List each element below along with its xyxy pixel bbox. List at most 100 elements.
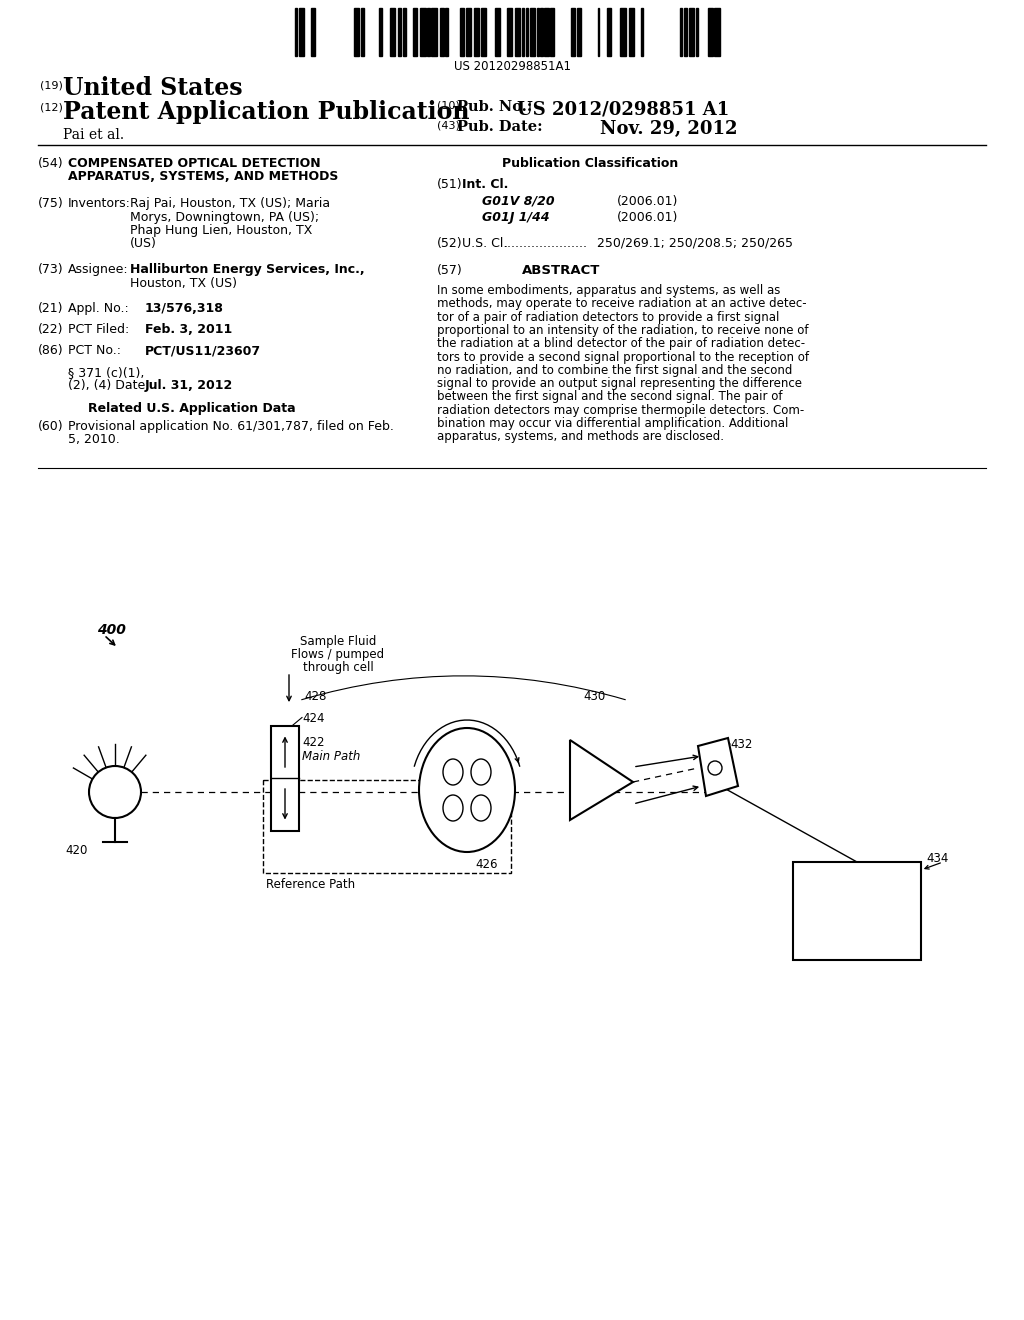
Text: proportional to an intensity of the radiation, to receive none of: proportional to an intensity of the radi… [437, 323, 809, 337]
Bar [311, 8, 314, 55]
Text: Halliburton Energy Services, Inc.,: Halliburton Energy Services, Inc., [130, 263, 365, 276]
Bar [440, 8, 443, 55]
Text: Reference Path: Reference Path [266, 878, 355, 891]
Bar [544, 8, 549, 55]
Text: (54): (54) [38, 157, 63, 170]
Text: 420: 420 [65, 843, 87, 857]
Bar [541, 8, 543, 55]
Text: Int. Cl.: Int. Cl. [462, 178, 508, 191]
Bar [607, 8, 611, 55]
Bar [431, 8, 437, 55]
Text: In some embodiments, apparatus and systems, as well as: In some embodiments, apparatus and syste… [437, 284, 780, 297]
Text: Related U.S. Application Data: Related U.S. Application Data [88, 403, 296, 414]
Text: the radiation at a blind detector of the pair of radiation detec-: the radiation at a blind detector of the… [437, 337, 805, 350]
Text: Nov. 29, 2012: Nov. 29, 2012 [600, 120, 737, 139]
Text: radiation detectors may comprise thermopile detectors. Com-: radiation detectors may comprise thermop… [437, 404, 804, 417]
Bar [354, 8, 359, 55]
Bar [402, 8, 407, 55]
Text: (57): (57) [437, 264, 463, 277]
Text: 5, 2010.: 5, 2010. [68, 433, 120, 446]
Text: (22): (22) [38, 323, 63, 337]
Text: Pub. No.:: Pub. No.: [457, 100, 532, 114]
Circle shape [708, 762, 722, 775]
Text: PCT/US11/23607: PCT/US11/23607 [145, 345, 261, 356]
Ellipse shape [443, 795, 463, 821]
Bar [263, 780, 511, 873]
Text: U.S. Cl.: U.S. Cl. [462, 238, 507, 249]
Bar [507, 8, 512, 55]
Text: Publication Classification: Publication Classification [502, 157, 678, 170]
Bar [361, 8, 364, 55]
Text: Processing: Processing [823, 916, 891, 929]
Text: ABSTRACT: ABSTRACT [522, 264, 600, 277]
Bar [420, 8, 426, 55]
Text: US 20120298851A1: US 20120298851A1 [454, 59, 570, 73]
Bar [413, 8, 418, 55]
Text: (73): (73) [38, 263, 63, 276]
Bar [689, 8, 693, 55]
Text: (21): (21) [38, 302, 63, 315]
Text: Pub. Date:: Pub. Date: [457, 120, 543, 135]
Text: 432: 432 [730, 738, 753, 751]
Bar [271, 726, 299, 830]
Circle shape [89, 766, 141, 818]
Text: (US): (US) [130, 238, 157, 251]
Text: (86): (86) [38, 345, 63, 356]
Text: 400: 400 [97, 623, 126, 638]
Text: G01V 8/20: G01V 8/20 [482, 195, 555, 209]
Text: Inventors:: Inventors: [68, 197, 131, 210]
Bar [570, 8, 575, 55]
Text: G01J 1/44: G01J 1/44 [482, 211, 550, 224]
Text: (2006.01): (2006.01) [617, 211, 678, 224]
Bar [577, 8, 582, 55]
Text: through cell: through cell [303, 661, 374, 675]
Bar [390, 8, 395, 55]
Text: Flows / pumped: Flows / pumped [292, 648, 385, 661]
Text: Acquisition: Acquisition [822, 888, 891, 902]
Polygon shape [698, 738, 738, 796]
Text: no radiation, and to combine the first signal and the second: no radiation, and to combine the first s… [437, 364, 793, 376]
Ellipse shape [471, 795, 490, 821]
Ellipse shape [471, 759, 490, 785]
Bar [793, 862, 921, 960]
Text: (2006.01): (2006.01) [617, 195, 678, 209]
Text: (2), (4) Date:: (2), (4) Date: [68, 379, 150, 392]
Bar [680, 8, 682, 55]
Ellipse shape [419, 729, 515, 851]
Bar [709, 8, 713, 55]
Text: 13/576,318: 13/576,318 [145, 302, 224, 315]
Bar [444, 8, 447, 55]
Text: between the first signal and the second signal. The pair of: between the first signal and the second … [437, 391, 782, 404]
Bar [684, 8, 687, 55]
Text: Jul. 31, 2012: Jul. 31, 2012 [145, 379, 233, 392]
Text: (12): (12) [40, 103, 62, 114]
Bar [380, 8, 382, 55]
Text: bination may occur via differential amplification. Additional: bination may occur via differential ampl… [437, 417, 788, 430]
Text: tors to provide a second signal proportional to the reception of: tors to provide a second signal proporti… [437, 351, 809, 363]
Bar [495, 8, 500, 55]
Text: PCT No.:: PCT No.: [68, 345, 121, 356]
Text: Appl. No.:: Appl. No.: [68, 302, 129, 315]
Bar [621, 8, 626, 55]
Bar [530, 8, 536, 55]
Text: (10): (10) [437, 100, 460, 110]
Text: 430: 430 [583, 690, 605, 704]
Text: 422: 422 [302, 735, 325, 748]
Text: methods, may operate to receive radiation at an active detec-: methods, may operate to receive radiatio… [437, 297, 807, 310]
Text: Houston, TX (US): Houston, TX (US) [130, 276, 237, 289]
Text: Patent Application Publication: Patent Application Publication [63, 100, 469, 124]
Text: apparatus, systems, and methods are disclosed.: apparatus, systems, and methods are disc… [437, 430, 724, 444]
Bar [398, 8, 400, 55]
Text: (51): (51) [437, 178, 463, 191]
Text: Morys, Downingtown, PA (US);: Morys, Downingtown, PA (US); [130, 210, 319, 223]
Bar [427, 8, 430, 55]
Bar [550, 8, 554, 55]
Bar [515, 8, 519, 55]
Text: COMPENSATED OPTICAL DETECTION: COMPENSATED OPTICAL DETECTION [68, 157, 321, 170]
Bar [641, 8, 643, 55]
Text: § 371 (c)(1),: § 371 (c)(1), [68, 366, 144, 379]
Polygon shape [570, 741, 633, 820]
Text: (19): (19) [40, 81, 62, 90]
Text: (75): (75) [38, 197, 63, 210]
Text: Assignee:: Assignee: [68, 263, 129, 276]
